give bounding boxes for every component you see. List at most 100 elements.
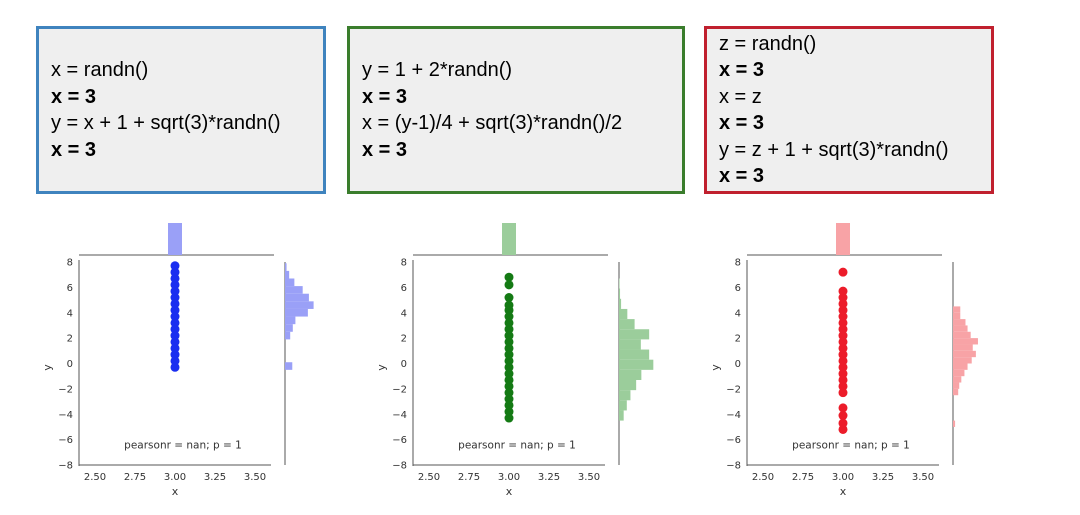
joint-plot-3-svg: 8 6 4 2 0 −2 −4 −6 −8 2.50 2.75 3.00 3.25 3.50 x y pears… [709, 223, 978, 498]
right-marginal-bar [953, 420, 956, 427]
right-marginal-bar [953, 344, 973, 351]
scatter-point [504, 407, 514, 417]
scatter-point [838, 343, 848, 353]
scatter-point [838, 331, 848, 341]
code-line: x = 3 [719, 59, 765, 81]
code-line: x = 3 [362, 138, 408, 161]
joint-plot-2-svg: 8 6 4 2 0 −2 −4 −6 −8 2.50 2.75 3.00 3.25 3.50 x y pears… [375, 223, 654, 498]
right-marginal-bar [285, 308, 308, 317]
scatter-point [504, 312, 514, 322]
scatter-point [170, 324, 180, 334]
right-marginal-bar [619, 349, 650, 360]
code-panel-1: x = randn() x = 3 y = x + 1 + sqrt(3)*rand… [36, 26, 326, 194]
pearson-annotation: pearsonr = nan; p = 1 [458, 440, 576, 452]
scatter-point [170, 343, 180, 353]
scatter-point [504, 343, 514, 353]
x-tick-label: 2.50 [84, 472, 106, 483]
y-tick-label: 2 [401, 334, 407, 345]
scatter-point [504, 375, 514, 385]
scatter-point [838, 418, 848, 428]
right-marginal-bar [285, 278, 295, 287]
right-marginal-bar [285, 316, 296, 325]
code-line: x = 3 [362, 85, 408, 108]
scatter-point [838, 381, 848, 391]
scatter-point [504, 413, 514, 423]
x-tick-label: 3.00 [498, 472, 520, 483]
y-tick-label: 4 [67, 308, 73, 319]
x-axis-label: x [172, 485, 179, 498]
scatter-point [170, 337, 180, 347]
right-marginal-bar [285, 301, 314, 309]
y-tick-label: 8 [67, 258, 73, 269]
y-tick-label: −2 [392, 384, 407, 395]
scatter-point [170, 305, 180, 315]
scatter-point [838, 318, 848, 328]
right-marginal-bar [953, 350, 976, 358]
right-marginal-bar [619, 400, 627, 411]
scatter-point [170, 273, 180, 283]
scatter-point [838, 312, 848, 322]
scatter-point [170, 299, 180, 309]
code-line: x = randn() [51, 59, 149, 81]
x-tick-label: 3.50 [578, 472, 600, 483]
scatter-point [170, 261, 180, 271]
right-marginal-bar [619, 369, 642, 380]
right-marginal-bar [285, 331, 291, 340]
x-tick-label: 2.75 [458, 472, 480, 483]
scatter-point [838, 375, 848, 385]
scatter-point [838, 369, 848, 379]
right-marginal-bar [285, 324, 293, 332]
code-line: x = (y-1)/4 + sqrt(3)*randn()/2 [362, 112, 623, 134]
top-marginal-bar [502, 223, 516, 255]
x-tick-label: 2.50 [418, 472, 440, 483]
y-tick-label: 8 [401, 258, 407, 269]
joint-plot-3: 8 6 4 2 0 −2 −4 −6 −8 2.50 2.75 3.00 3.25 3.50 x y pears… [703, 215, 1003, 515]
right-marginal-bar [619, 410, 624, 421]
code-line: x = 3 [719, 165, 765, 187]
y-tick-label: −2 [58, 384, 73, 395]
right-marginal-bar [619, 359, 654, 370]
x-tick-label: 3.25 [204, 472, 226, 483]
pearson-annotation: pearsonr = nan; p = 1 [124, 440, 242, 452]
code-line: x = 3 [51, 85, 97, 108]
x-tick-label: 3.25 [872, 472, 894, 483]
y-tick-label: 0 [735, 359, 741, 370]
scatter-point [838, 388, 848, 398]
x-tick-label: 3.50 [912, 472, 934, 483]
x-tick-label: 3.25 [538, 472, 560, 483]
x-tick-label: 3.00 [164, 472, 186, 483]
right-marginal-bar [619, 329, 650, 340]
x-axis-label: x [840, 485, 847, 498]
scatter-point [504, 272, 514, 282]
scatter-point [504, 280, 514, 290]
y-tick-label: 6 [735, 283, 741, 294]
y-tick-label: 2 [67, 334, 73, 345]
x-tick-label: 2.75 [124, 472, 146, 483]
scatter-point [838, 403, 848, 413]
scatter-point [504, 381, 514, 391]
scatter-point [504, 331, 514, 341]
x-tick-label: 2.75 [792, 472, 814, 483]
right-marginal-bar [619, 390, 631, 401]
scatter-point [838, 424, 848, 434]
scatter-point [838, 267, 848, 277]
y-tick-label: 2 [735, 334, 741, 345]
scatter-point [170, 356, 180, 366]
scatter-point [838, 362, 848, 372]
x-axis-label: x [506, 485, 513, 498]
y-tick-label: 4 [735, 308, 741, 319]
scatter-point [838, 337, 848, 347]
top-marginal-bar [836, 223, 850, 255]
scatter-point [170, 350, 180, 360]
right-marginal-bar [953, 306, 961, 313]
right-marginal-bar [953, 382, 960, 389]
pearson-annotation: pearsonr = nan; p = 1 [792, 440, 910, 452]
code-line: x = 3 [51, 138, 97, 161]
y-tick-label: −4 [392, 410, 407, 421]
scatter-point [504, 350, 514, 360]
right-marginal-bar [953, 357, 972, 364]
scatter-point [504, 356, 514, 366]
scatter-point [504, 293, 514, 303]
scatter-point [504, 400, 514, 410]
scatter-point [170, 267, 180, 277]
